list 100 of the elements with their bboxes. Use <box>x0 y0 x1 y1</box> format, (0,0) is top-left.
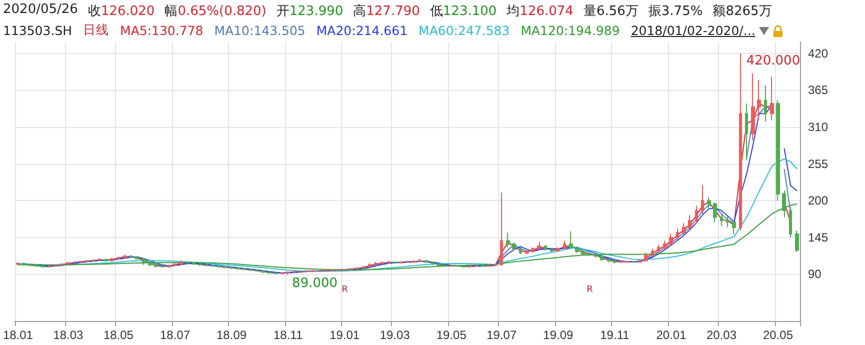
candlestick <box>657 244 660 254</box>
candlestick <box>280 272 284 275</box>
x-tick-label: 19.11 <box>600 328 630 342</box>
candlestick <box>198 262 202 266</box>
candlestick <box>223 266 227 269</box>
candlestick <box>713 202 717 222</box>
candlestick <box>142 258 145 266</box>
text: MA10:143.505 <box>214 23 306 38</box>
candlestick <box>48 264 51 268</box>
candlestick <box>563 240 566 250</box>
candlestick <box>418 258 422 263</box>
candlestick <box>85 260 89 263</box>
text: 低123.100 <box>430 4 497 19</box>
candlestick <box>544 244 547 252</box>
candlestick <box>186 260 189 264</box>
candlestick <box>167 264 171 268</box>
line-series <box>17 158 798 272</box>
candlestick <box>795 230 799 253</box>
text: 幅0.65%(0.820) <box>164 4 266 19</box>
candlestick <box>192 262 196 266</box>
candlestick <box>148 260 152 267</box>
x-tick-label: 19.09 <box>543 328 574 342</box>
candlestick <box>695 205 698 224</box>
candlestick <box>745 103 748 161</box>
annotation: R <box>342 285 348 295</box>
candlestick <box>412 260 416 264</box>
candlestick <box>98 258 101 262</box>
candlestick <box>236 266 240 270</box>
x-tick-label: 19.07 <box>486 328 517 342</box>
x-tick-label: 18.05 <box>103 328 134 342</box>
text: 开123.990 <box>276 4 344 19</box>
y-tick-label: 145 <box>808 230 828 244</box>
candlestick <box>286 270 290 276</box>
candlestick <box>701 184 704 214</box>
x-tick-label: 18.07 <box>160 328 190 342</box>
candlestick <box>217 264 221 268</box>
candlestick <box>60 262 64 266</box>
x-tick-label: 20.03 <box>706 328 737 342</box>
y-tick-label: 255 <box>808 156 828 171</box>
candlestick <box>305 270 309 273</box>
text: MA120:194.989 <box>520 23 620 38</box>
candlestick <box>625 260 629 264</box>
text: MA60:247.583 <box>418 23 510 38</box>
text: 2020/05/26 <box>3 2 78 17</box>
candlestick <box>776 100 780 202</box>
candlestick <box>789 206 792 238</box>
candlestick <box>161 264 164 268</box>
candlestick <box>506 232 510 248</box>
candlestick <box>732 220 736 235</box>
annotation: 420.000 <box>746 53 800 68</box>
candlestick <box>431 260 434 266</box>
candlestick <box>494 262 497 267</box>
candlestick <box>770 76 774 121</box>
candlestick <box>638 258 642 264</box>
candlestick <box>462 264 466 268</box>
candlestick <box>324 268 328 272</box>
candlestick <box>500 192 503 266</box>
candlestick <box>66 262 70 266</box>
candlestick <box>299 270 302 274</box>
y-tick-label: 310 <box>808 120 828 134</box>
candlestick <box>764 84 767 122</box>
candlestick <box>267 270 271 274</box>
candlestick <box>110 258 114 262</box>
candlestick <box>274 272 277 275</box>
text: 2018/01/02-2020/... <box>630 23 756 38</box>
candlestick <box>380 260 384 265</box>
text: 额8265万 <box>712 4 772 19</box>
candlestick <box>782 190 786 218</box>
candlestick <box>362 266 365 270</box>
candlestick <box>481 264 485 268</box>
candlestick <box>757 80 761 121</box>
candlestick <box>123 254 127 259</box>
candlestick <box>739 52 742 232</box>
candlestick <box>249 268 252 272</box>
candlestick <box>22 262 26 266</box>
candlestick <box>487 264 491 268</box>
candlestick <box>676 228 679 241</box>
candlestick <box>607 258 610 263</box>
annotation: 89.000 <box>292 276 338 291</box>
x-tick-label: 19.01 <box>330 328 360 342</box>
candlestick <box>751 72 755 141</box>
text: MA5:130.778 <box>120 23 204 38</box>
candlestick <box>255 268 258 272</box>
candlestick <box>374 262 378 266</box>
candlestick <box>92 258 95 262</box>
text: 收126.020 <box>88 4 155 19</box>
candlestick <box>663 240 667 250</box>
candlestick <box>41 264 45 268</box>
candlestick <box>336 268 340 272</box>
y-tick-label: 365 <box>808 83 828 98</box>
candlestick <box>688 214 692 231</box>
y-tick-label: 200 <box>808 194 828 208</box>
candlestick <box>581 250 585 256</box>
candlestick <box>54 264 57 268</box>
text: 均126.074 <box>506 4 574 19</box>
candlestick <box>135 256 139 260</box>
candlestick <box>154 264 158 268</box>
candlestick <box>293 270 296 274</box>
text: MA20:214.661 <box>316 23 408 38</box>
text: 113503.SH <box>3 23 72 38</box>
